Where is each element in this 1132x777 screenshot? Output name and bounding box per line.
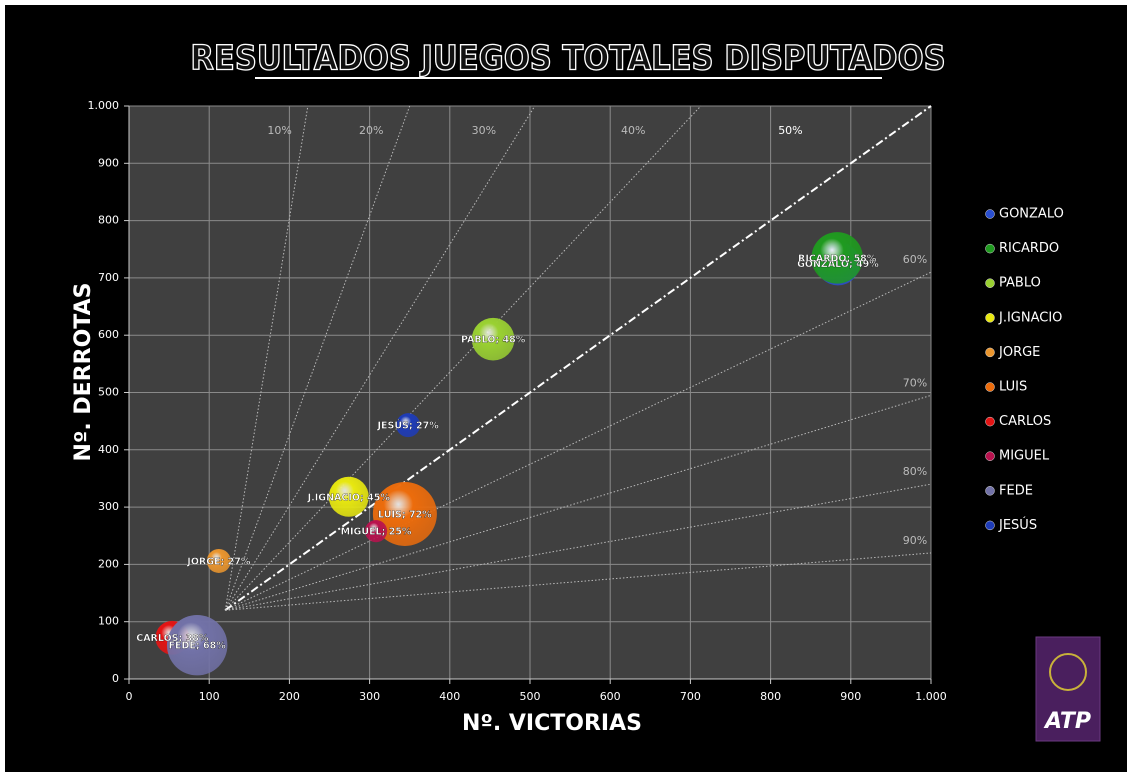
legend-marker (985, 486, 995, 496)
chart-title: RESULTADOS JUEGOS TOTALES DISPUTADOS (190, 39, 945, 79)
reference-line (224, 105, 309, 611)
data-label: J.IGNACIO; 45% (307, 492, 391, 503)
x-axis-label: Nº. VICTORIAS (462, 711, 642, 736)
legend-label: J.IGNACIO (998, 310, 1062, 325)
legend-label: PABLO (999, 276, 1041, 291)
x-tick-label: 0 (126, 690, 133, 703)
reference-line (224, 105, 932, 612)
legend-label: RICARDO (999, 241, 1059, 256)
y-tick-label: 300 (98, 500, 119, 513)
reference-line (225, 483, 932, 611)
reference-label: 60% (903, 253, 927, 266)
y-tick-label: 200 (98, 557, 119, 570)
data-label: MIGUEL; 25% (341, 527, 412, 538)
x-tick-label: 800 (760, 690, 781, 703)
data-label: RICARDO; 58% (798, 253, 877, 264)
logo-text: ATP (1043, 709, 1091, 734)
bubble (372, 481, 437, 546)
bubble (811, 232, 863, 284)
bubble (396, 413, 421, 438)
reference-label: 40% (621, 124, 645, 137)
reference-label: 30% (472, 124, 496, 137)
x-tick-label: 900 (840, 690, 861, 703)
y-tick-label: 100 (98, 615, 119, 628)
legend-label: MIGUEL (999, 449, 1050, 464)
legend-label: JORGE (998, 345, 1040, 360)
data-label: FEDE; 68% (169, 641, 227, 652)
legend-marker (985, 313, 995, 323)
data-label: JESÚS; 27% (376, 420, 439, 432)
reference-label: 20% (359, 124, 383, 137)
legend-marker (985, 243, 995, 254)
x-tick-label: 500 (520, 690, 541, 703)
reference-line (224, 105, 536, 611)
y-tick-label: 500 (98, 386, 119, 399)
reference-label: 90% (903, 534, 927, 547)
legend-label: LUIS (999, 380, 1027, 395)
y-tick-label: 0 (112, 672, 119, 685)
y-tick-label: 700 (98, 271, 119, 284)
y-axis-label: Nº. DERROTAS (71, 283, 96, 462)
legend-marker (985, 347, 995, 358)
legend-marker (985, 520, 995, 531)
x-tick-label: 100 (199, 690, 220, 703)
y-tick-label: 400 (98, 443, 119, 456)
y-tick-label: 900 (98, 156, 119, 169)
reference-label: 50% (778, 124, 802, 137)
bubble (328, 476, 369, 517)
legend-marker (985, 278, 995, 288)
x-tick-label: 1.000 (915, 690, 947, 703)
reference-label: 70% (903, 376, 927, 389)
reference-line (225, 552, 932, 611)
data-label: JORGE; 27% (186, 556, 251, 567)
x-tick-label: 400 (439, 690, 460, 703)
legend-label: GONZALO (999, 207, 1064, 222)
x-tick-label: 300 (359, 690, 380, 703)
legend-marker (985, 382, 995, 392)
legend-marker (985, 416, 995, 427)
x-tick-label: 700 (680, 690, 701, 703)
x-tick-label: 200 (279, 690, 300, 703)
bubble (364, 520, 388, 543)
legend-label: CARLOS (999, 414, 1051, 429)
reference-label: 80% (903, 465, 927, 478)
bubble (206, 548, 231, 573)
reference-line (225, 394, 932, 611)
reference-line (224, 105, 702, 611)
data-label: PABLO; 48% (461, 335, 526, 346)
data-label: GONZALO; 49% (797, 259, 879, 270)
data-label: CARLOS; 38% (136, 633, 209, 644)
legend-label: JESÚS (998, 517, 1037, 533)
reference-label: 10% (267, 124, 291, 137)
reference-line (225, 271, 932, 611)
bubble (471, 317, 515, 361)
legend-marker (985, 209, 995, 219)
data-label: LUIS; 72% (378, 509, 432, 520)
y-tick-label: 800 (98, 214, 119, 227)
legend-label: FEDE (999, 483, 1033, 498)
x-tick-label: 600 (600, 690, 621, 703)
y-tick-label: 1.000 (88, 99, 120, 112)
logo-icon (1049, 653, 1087, 691)
bubble (166, 614, 228, 676)
legend-marker (985, 451, 995, 461)
y-tick-label: 600 (98, 328, 119, 341)
